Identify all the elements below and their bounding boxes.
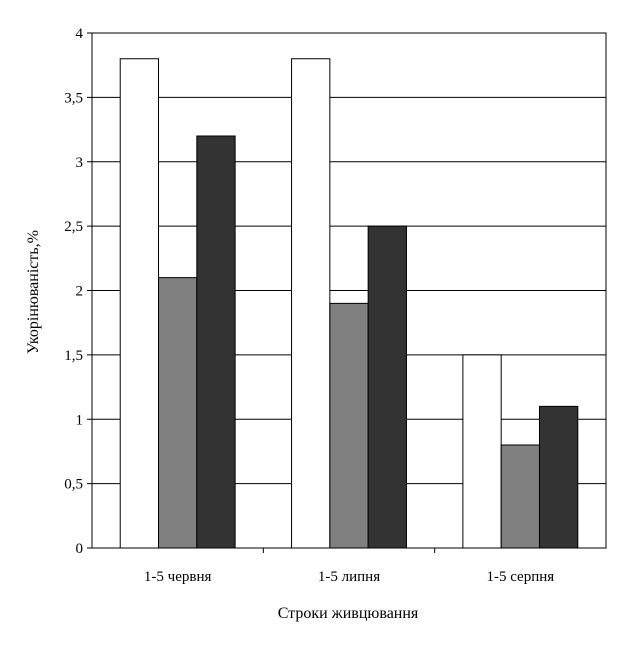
y-tick-label: 4 <box>76 26 84 42</box>
y-tick-label: 0,5 <box>64 477 83 493</box>
y-tick-label: 3 <box>76 155 84 171</box>
bar-series3-3 <box>538 405 579 549</box>
y-axis-title: Укорінюваність,% <box>25 230 42 354</box>
x-tick-labels: 1-5 червня 1-5 липня 1-5 серпня <box>144 548 554 585</box>
y-tick-label: 3,5 <box>64 90 83 106</box>
bar-series2-2 <box>329 302 369 549</box>
y-tick-label: 1 <box>76 412 84 428</box>
x-tick-label: 1-5 серпня <box>486 569 554 585</box>
y-tick-label: 0 <box>76 541 84 557</box>
bars <box>119 58 579 549</box>
x-tick-label: 1-5 червня <box>144 569 212 585</box>
bar-series3-2 <box>367 225 407 549</box>
bar-series1-2 <box>291 58 331 549</box>
y-tick-label: 1,5 <box>64 348 83 364</box>
bar-series3-1 <box>196 135 236 549</box>
y-tick-label: 2 <box>76 284 84 300</box>
bar-series2-1 <box>158 277 198 549</box>
bar-series1-3 <box>462 354 502 549</box>
x-axis-title: Строки живцювання <box>278 605 419 622</box>
y-tick-label: 2,5 <box>64 219 83 235</box>
y-tick-labels: 0 0,5 1 1,5 2 2,5 3 3,5 4 <box>64 26 92 557</box>
bar-series1-1 <box>119 58 160 549</box>
x-tick-label: 1-5 липня <box>318 569 380 585</box>
bar-series2-3 <box>500 444 540 549</box>
